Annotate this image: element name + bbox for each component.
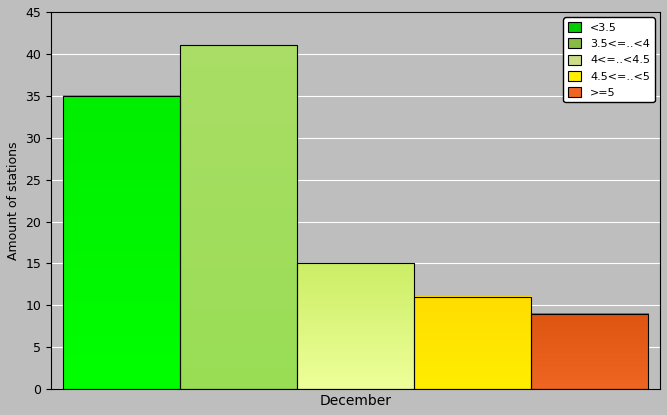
Y-axis label: Amount of stations: Amount of stations	[7, 142, 20, 260]
Bar	[414, 297, 531, 389]
Legend: <3.5, 3.5<=..<4, 4<=..<4.5, 4.5<=..<5, >=5: <3.5, 3.5<=..<4, 4<=..<4.5, 4.5<=..<5, >…	[564, 17, 654, 103]
Bar	[180, 46, 297, 389]
Bar	[531, 314, 648, 389]
Bar	[297, 264, 414, 389]
Bar	[63, 96, 180, 389]
